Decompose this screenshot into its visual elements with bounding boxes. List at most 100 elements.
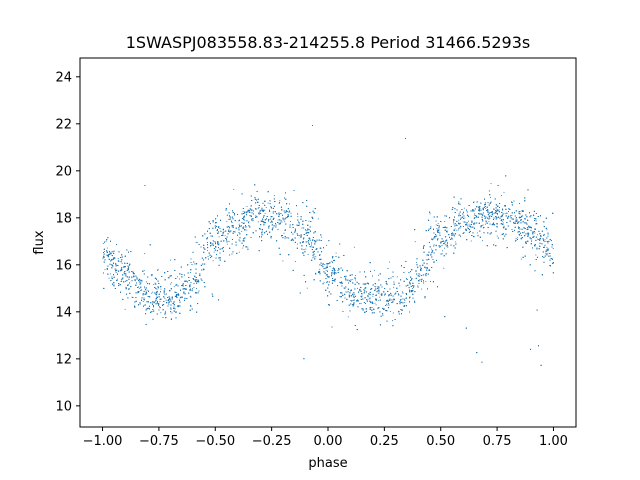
data-point bbox=[389, 311, 391, 313]
data-point bbox=[464, 217, 466, 219]
data-point bbox=[115, 264, 117, 266]
data-point bbox=[315, 256, 317, 258]
data-point bbox=[157, 270, 159, 272]
data-point bbox=[246, 206, 248, 207]
data-point bbox=[430, 253, 432, 255]
data-point bbox=[143, 270, 145, 271]
data-point bbox=[519, 234, 521, 236]
data-point bbox=[116, 278, 118, 280]
data-point bbox=[226, 239, 228, 241]
data-point bbox=[401, 301, 403, 303]
data-point bbox=[359, 303, 360, 305]
data-point bbox=[335, 252, 337, 254]
data-point bbox=[527, 232, 528, 234]
data-point bbox=[134, 275, 136, 277]
data-point bbox=[511, 215, 513, 217]
data-point bbox=[105, 240, 107, 242]
data-point bbox=[156, 289, 158, 291]
data-point bbox=[504, 213, 506, 215]
data-point bbox=[433, 245, 435, 247]
data-point bbox=[521, 234, 523, 236]
data-point bbox=[144, 287, 146, 289]
data-point bbox=[264, 212, 266, 214]
data-point bbox=[244, 219, 246, 221]
data-point bbox=[547, 235, 549, 237]
data-point bbox=[164, 294, 166, 296]
data-point bbox=[212, 240, 214, 241]
data-point bbox=[297, 216, 299, 218]
data-point bbox=[364, 284, 366, 286]
data-point bbox=[535, 220, 537, 222]
data-point bbox=[245, 226, 247, 228]
data-point bbox=[307, 253, 309, 255]
data-point bbox=[157, 291, 158, 292]
data-point bbox=[379, 296, 381, 298]
data-point bbox=[241, 230, 243, 232]
data-point bbox=[104, 269, 106, 271]
data-point bbox=[552, 248, 554, 249]
data-point bbox=[324, 264, 326, 265]
data-point bbox=[264, 209, 266, 211]
data-point bbox=[109, 251, 111, 253]
data-point bbox=[207, 250, 208, 252]
data-point bbox=[362, 283, 364, 285]
data-point bbox=[517, 226, 519, 228]
data-point bbox=[435, 224, 437, 226]
data-point bbox=[349, 290, 351, 292]
data-point bbox=[167, 277, 169, 279]
data-point bbox=[407, 279, 408, 280]
data-point bbox=[267, 202, 269, 204]
data-point bbox=[109, 273, 111, 275]
data-point bbox=[526, 229, 528, 231]
data-point bbox=[455, 241, 457, 243]
data-point bbox=[257, 207, 259, 209]
data-point bbox=[347, 288, 349, 290]
data-point bbox=[549, 255, 551, 257]
data-point bbox=[121, 279, 122, 281]
data-point bbox=[514, 220, 516, 222]
data-point bbox=[444, 244, 446, 246]
data-point bbox=[128, 264, 130, 266]
data-point bbox=[339, 281, 341, 283]
data-point bbox=[521, 232, 523, 234]
data-point bbox=[502, 222, 504, 224]
data-point bbox=[242, 227, 244, 229]
data-point bbox=[248, 221, 250, 223]
data-point bbox=[437, 223, 439, 225]
data-point bbox=[401, 291, 403, 293]
data-point bbox=[374, 285, 376, 287]
data-point bbox=[482, 224, 484, 226]
data-point bbox=[290, 212, 292, 214]
data-point bbox=[152, 291, 154, 293]
data-point bbox=[151, 275, 153, 277]
data-point bbox=[327, 281, 329, 282]
data-point bbox=[466, 224, 468, 226]
data-point bbox=[185, 288, 186, 290]
data-point bbox=[247, 246, 249, 248]
data-point bbox=[320, 247, 322, 249]
data-point bbox=[489, 215, 491, 217]
data-point bbox=[102, 243, 104, 244]
data-point bbox=[375, 286, 377, 288]
data-point bbox=[134, 273, 135, 275]
data-point bbox=[349, 279, 351, 281]
data-point bbox=[301, 248, 303, 250]
data-point bbox=[311, 246, 313, 248]
data-point bbox=[441, 250, 443, 252]
data-point bbox=[522, 227, 524, 229]
data-point bbox=[195, 241, 197, 243]
data-point bbox=[386, 303, 387, 305]
data-point bbox=[357, 287, 358, 289]
data-point bbox=[424, 273, 426, 275]
data-point bbox=[171, 298, 173, 300]
data-point bbox=[378, 293, 380, 294]
data-point bbox=[226, 220, 228, 222]
data-point bbox=[299, 235, 301, 237]
data-point bbox=[361, 294, 363, 296]
data-point bbox=[456, 229, 458, 231]
data-point bbox=[141, 289, 143, 291]
data-point bbox=[170, 309, 172, 310]
data-point bbox=[284, 238, 286, 240]
data-point bbox=[218, 242, 220, 244]
